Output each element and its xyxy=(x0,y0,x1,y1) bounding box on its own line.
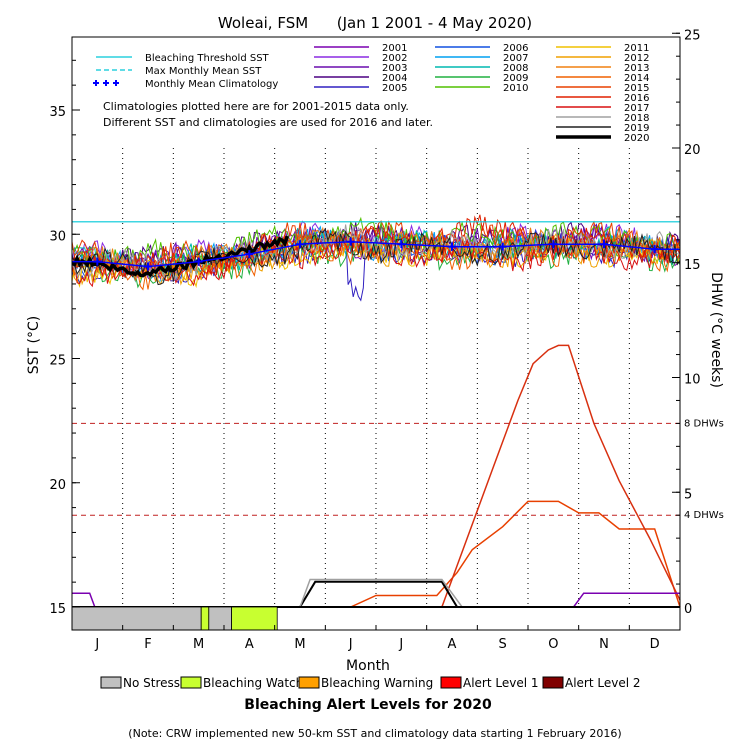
y-left-tick-label: 35 xyxy=(49,105,66,120)
legend-year-label: 2014 xyxy=(624,73,649,84)
alert-legend-label: No Stress xyxy=(123,676,180,690)
alert-segment xyxy=(208,606,233,631)
climatology-marker xyxy=(650,245,659,254)
climatology-note-line1: Climatologies plotted here are for 2001-… xyxy=(103,100,409,113)
legend-year-label: 2019 xyxy=(624,123,649,134)
dhw-line-2016 xyxy=(72,500,681,608)
y-axis-right-title: DHW (°C weeks) xyxy=(708,272,724,388)
legend-year-label: 2018 xyxy=(624,113,649,124)
x-tick-label: A xyxy=(448,637,457,652)
legend-year-label: 2016 xyxy=(624,93,649,104)
climatology-marker xyxy=(194,257,203,266)
climatology-note-line2: Different SST and climatologies are used… xyxy=(103,116,433,129)
x-tick-label: M xyxy=(193,637,204,652)
climatology-marker xyxy=(549,240,558,249)
chart-title: Woleai, FSM (Jan 1 2001 - 4 May 2020) xyxy=(218,14,532,32)
climatology-marker xyxy=(93,257,102,266)
legend: Bleaching Threshold SST Max Monthly Mean … xyxy=(93,43,649,690)
legend-label: Monthly Mean Climatology xyxy=(145,79,278,90)
x-tick-label: J xyxy=(94,637,99,652)
sst-line-2019 xyxy=(71,227,681,286)
legend-year-label: 2001 xyxy=(382,43,407,54)
alert-legend-label: Bleaching Watch xyxy=(203,676,303,690)
dhw-8-label: 8 DHWs xyxy=(684,418,724,429)
y-left-tick-label: 20 xyxy=(49,478,66,493)
legend-label: Max Monthly Mean SST xyxy=(145,66,262,77)
alert-legend-swatch xyxy=(440,676,462,689)
dhw-line-2017 xyxy=(72,344,681,608)
y-left-tick-label: 30 xyxy=(49,229,66,244)
y-left-tick-label: 15 xyxy=(49,602,66,617)
y-right-tick-label: 5 xyxy=(684,487,692,502)
legend-label: Bleaching Threshold SST xyxy=(145,53,270,64)
axes: 15 20 25 30 35 0 5 10 15 20 25 J F M A M J J A S O N D xyxy=(49,28,700,652)
x-tick-label: D xyxy=(650,637,660,652)
y-left-tick-label: 25 xyxy=(49,354,66,369)
y-right-tick-label: 10 xyxy=(684,373,701,388)
alert-level-bar xyxy=(71,606,278,631)
climatology-marker xyxy=(448,242,456,251)
alert-legend-label: Alert Level 1 xyxy=(463,676,539,690)
legend-year-label: 2010 xyxy=(503,83,528,94)
climatology-marker xyxy=(245,250,254,259)
y-right-tick-label: 15 xyxy=(684,258,701,273)
x-tick-label: S xyxy=(499,637,507,652)
legend-year-label: 2013 xyxy=(624,63,649,74)
y-right-tick-label: 25 xyxy=(684,28,701,43)
alert-legend-title: Bleaching Alert Levels for 2020 xyxy=(244,697,492,713)
legend-year-label: 2003 xyxy=(382,63,407,74)
x-tick-label: J xyxy=(348,637,353,652)
alert-segment xyxy=(71,606,202,631)
x-tick-label: J xyxy=(398,637,403,652)
x-axis-title: Month xyxy=(346,658,390,674)
legend-year-label: 2005 xyxy=(382,83,407,94)
alert-legend-label: Bleaching Warning xyxy=(321,676,433,690)
alert-legend-swatch xyxy=(542,676,564,689)
climatology-marker xyxy=(397,240,406,249)
legend-year-label: 2002 xyxy=(382,53,407,64)
legend-year-label: 2008 xyxy=(503,63,528,74)
y-right-tick-label: 20 xyxy=(684,143,701,158)
x-tick-label: F xyxy=(144,637,151,652)
legend-year-label: 2012 xyxy=(624,53,649,64)
climatology-marker xyxy=(296,240,304,249)
alert-legend-swatch xyxy=(180,676,202,689)
legend-year-label: 2020 xyxy=(624,133,649,144)
footnote: (Note: CRW implemented new 50-km SST and… xyxy=(128,727,621,740)
y-axis-left-title: SST (°C) xyxy=(26,316,42,374)
legend-year-label: 2009 xyxy=(503,73,528,84)
legend-year-label: 2006 xyxy=(503,43,528,54)
alert-segment xyxy=(200,606,210,631)
alert-legend-swatch xyxy=(100,676,122,689)
climatology-marker xyxy=(144,262,152,271)
reference-lines: 8 DHWs 4 DHWs xyxy=(72,221,724,521)
legend-year-label: 2015 xyxy=(624,83,649,94)
x-tick-label: M xyxy=(294,637,305,652)
x-tick-label: O xyxy=(548,637,558,652)
legend-year-label: 2017 xyxy=(624,103,649,114)
alert-legend-label: Alert Level 2 xyxy=(565,676,641,690)
dhw-series-group xyxy=(72,344,681,608)
climatology-marker xyxy=(498,242,507,251)
climatology-line xyxy=(72,241,680,267)
alert-segment xyxy=(231,606,278,631)
dhw-4-label: 4 DHWs xyxy=(684,510,724,521)
climatology-marker xyxy=(346,237,355,246)
legend-year-label: 2011 xyxy=(624,43,649,54)
y-right-tick-label: 0 xyxy=(684,602,692,617)
legend-year-label: 2004 xyxy=(382,73,407,84)
sst-series-group xyxy=(71,214,681,302)
sst-line-2015 xyxy=(71,220,681,277)
x-tick-label: N xyxy=(599,637,609,652)
climatology-marker xyxy=(600,240,608,249)
legend-year-label: 2007 xyxy=(503,53,528,64)
alert-legend-swatch xyxy=(298,676,320,689)
x-tick-label: A xyxy=(245,637,254,652)
